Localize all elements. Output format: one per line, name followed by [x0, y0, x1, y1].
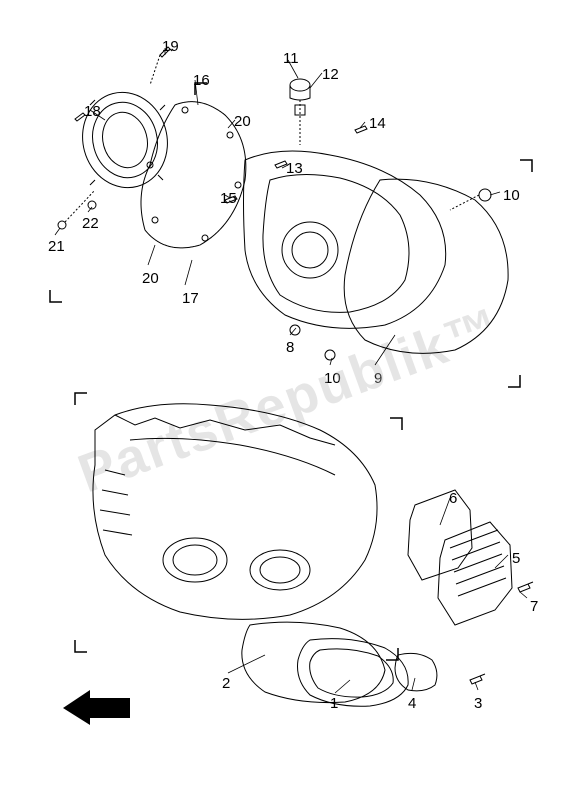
direction-arrow-icon	[58, 680, 133, 725]
